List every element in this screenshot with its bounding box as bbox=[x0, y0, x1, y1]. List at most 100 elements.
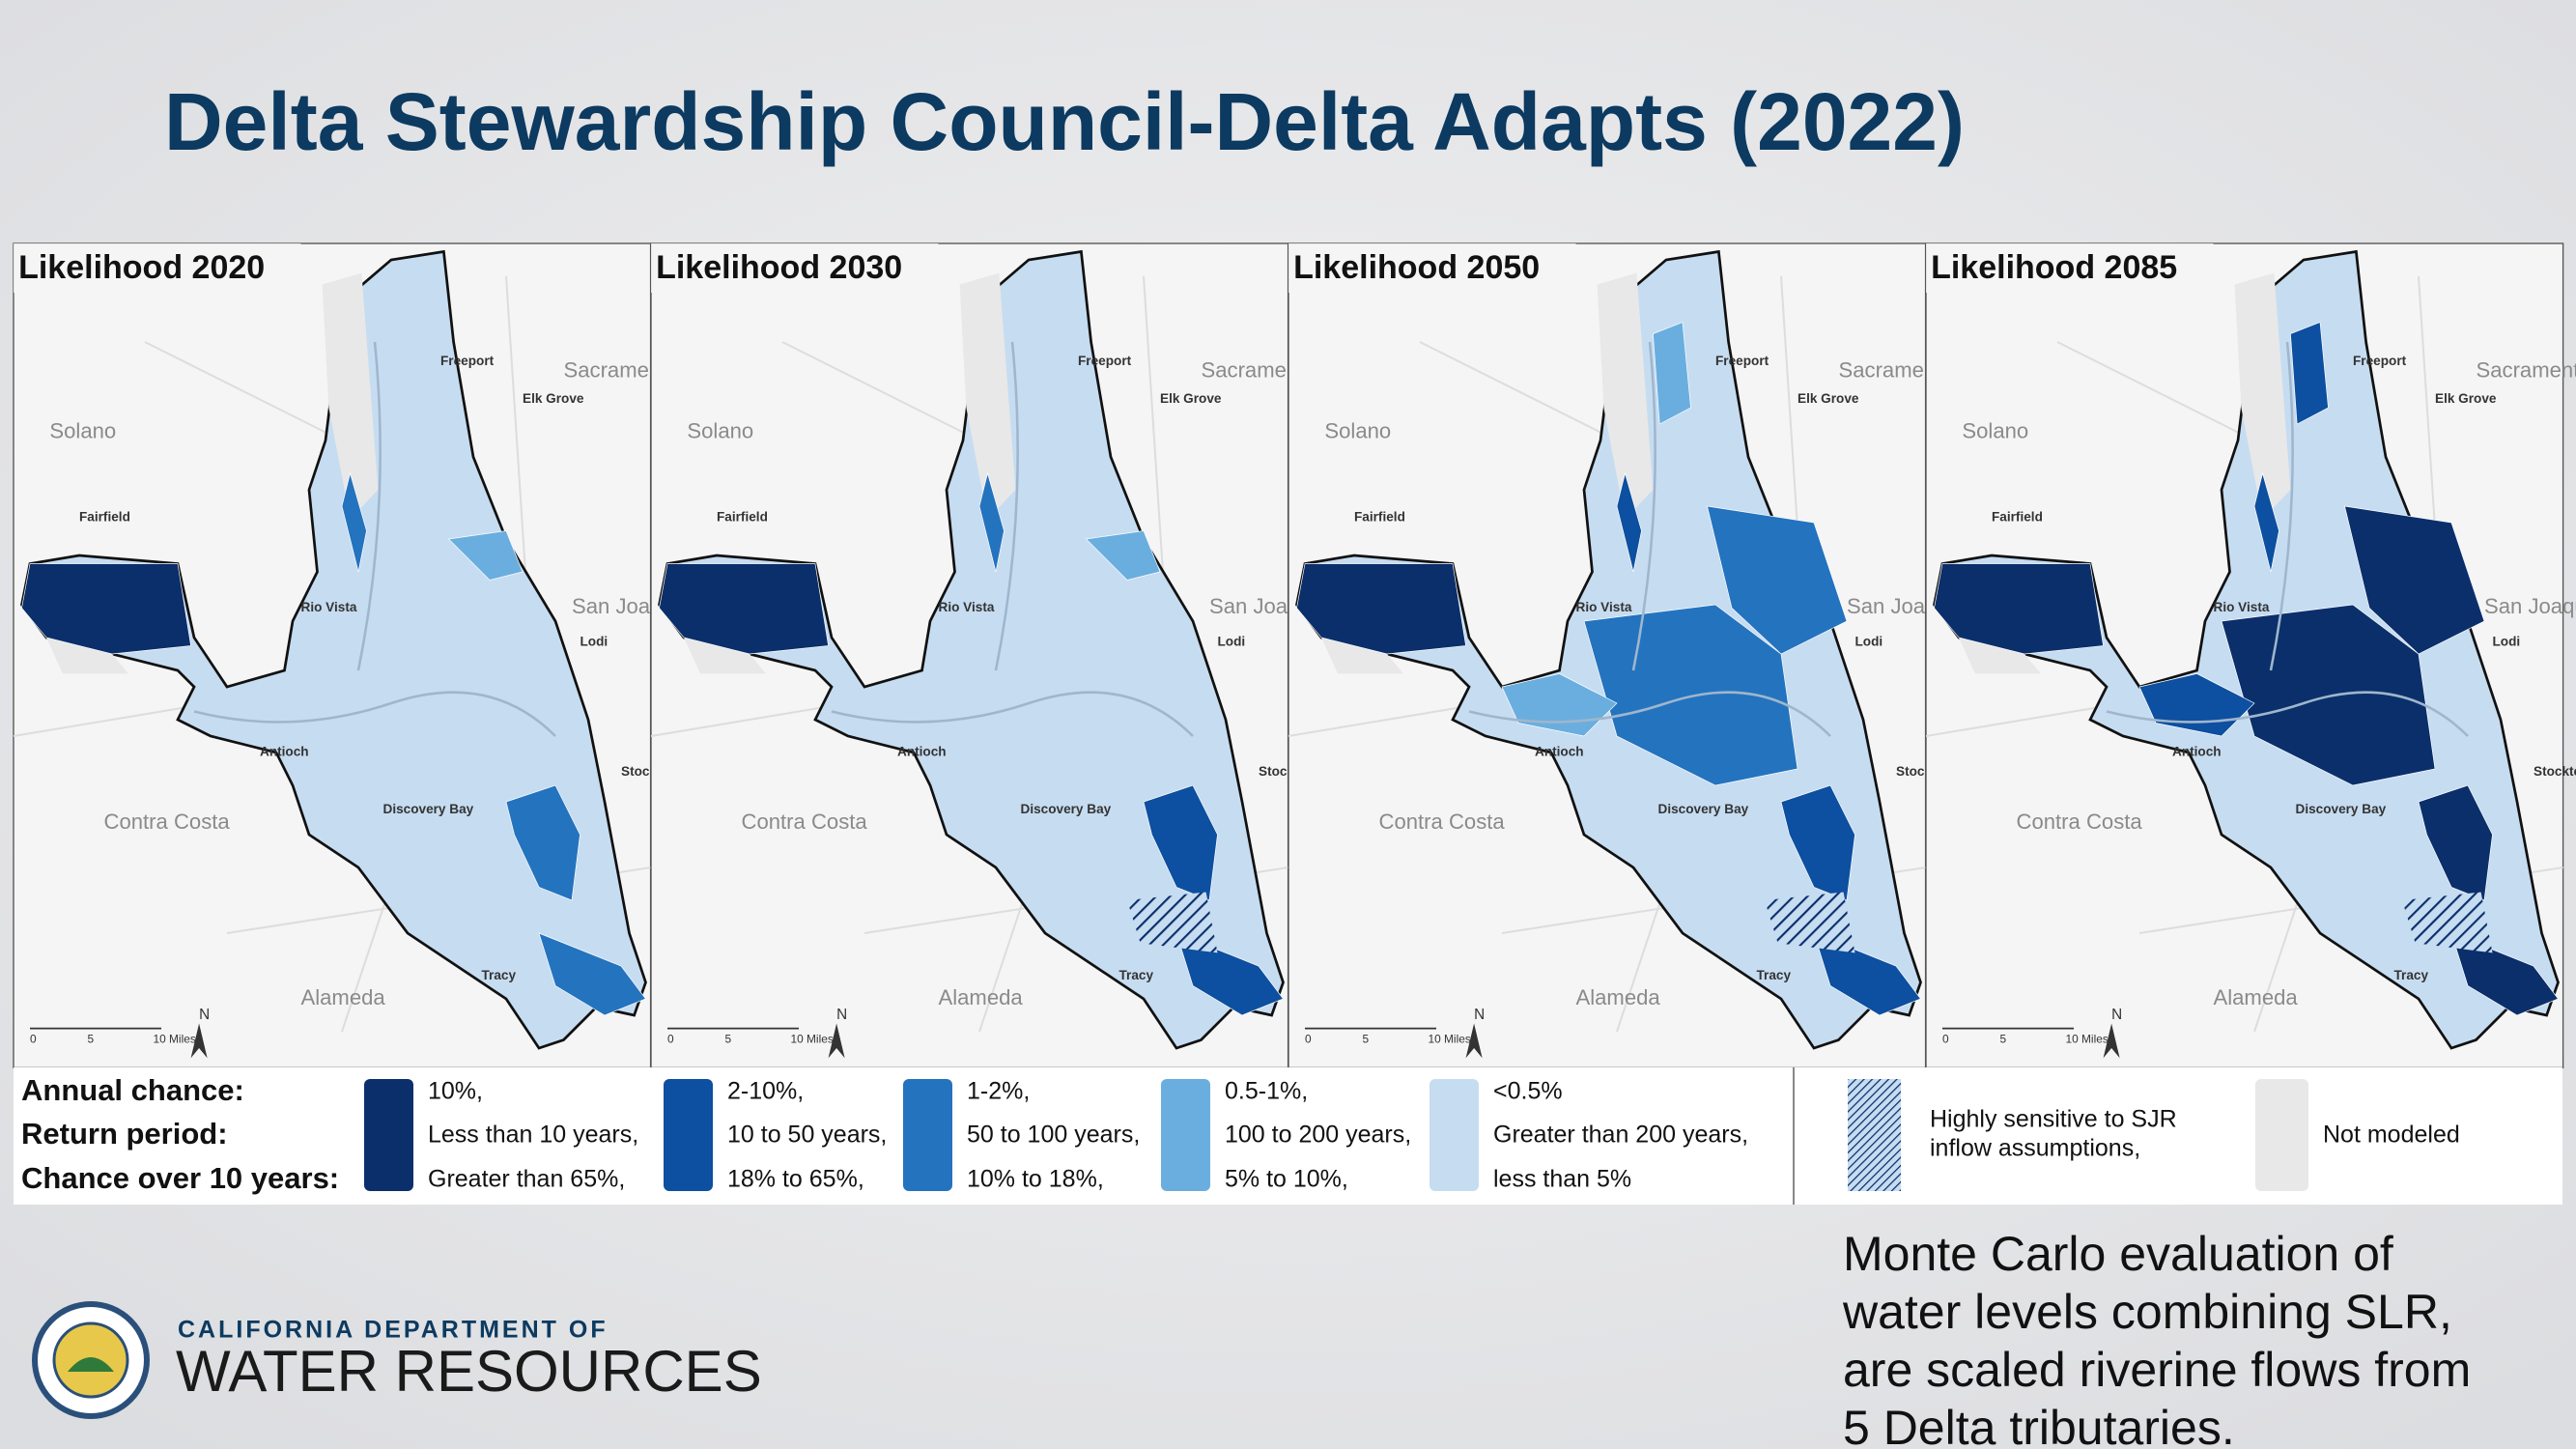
scale-label: 0 bbox=[1942, 1033, 1949, 1046]
legend-text: Less than 10 years, bbox=[428, 1122, 638, 1149]
not-modeled-area bbox=[684, 638, 766, 674]
scale-label: 10 Miles bbox=[791, 1033, 834, 1046]
place-label: Rio Vista bbox=[939, 600, 995, 614]
scale-label: 10 Miles bbox=[1429, 1033, 1471, 1046]
sensitive-area bbox=[2402, 892, 2493, 953]
place-label: Discovery Bay bbox=[1021, 802, 1112, 816]
place-label: Discovery Bay bbox=[2296, 802, 2387, 816]
place-label: Freeport bbox=[440, 354, 495, 368]
river bbox=[193, 341, 556, 737]
place-label: Sacramento bbox=[2477, 357, 2576, 382]
scale-label: 5 bbox=[1363, 1033, 1370, 1046]
panel-title: Likelihood 2030 bbox=[656, 249, 902, 286]
note-line: Monte Carlo evaluation of bbox=[1843, 1227, 2393, 1281]
place-label: Rio Vista bbox=[1576, 600, 1632, 614]
place-label: Lodi bbox=[2493, 635, 2521, 649]
place-label: Freeport bbox=[1078, 354, 1132, 368]
title-backing bbox=[1288, 243, 1576, 293]
place-label: Elk Grove bbox=[523, 391, 584, 406]
river bbox=[831, 341, 1194, 737]
place-label: Antioch bbox=[897, 745, 947, 759]
place-label: Stockton bbox=[2534, 764, 2576, 779]
north-arrow: N bbox=[836, 1007, 847, 1023]
maps: Sacramento Elk Grove Solano San Joaquin Cont… bbox=[13, 242, 2576, 1069]
not-modeled-area bbox=[322, 272, 379, 520]
place-label: Lodi bbox=[1218, 635, 1246, 649]
legend: Annual chance: Return period: Chance over … bbox=[21, 1073, 2460, 1195]
legend-text: 5% to 10%, bbox=[1225, 1166, 1348, 1193]
legend-text: Greater than 65%, bbox=[428, 1166, 625, 1193]
legend-text: 1-2%, bbox=[967, 1078, 1030, 1105]
not-modeled-area bbox=[2234, 272, 2291, 520]
legend-row-label: Annual chance: bbox=[21, 1073, 244, 1107]
north-arrow-shape bbox=[190, 1023, 208, 1059]
place-label: Antioch bbox=[1535, 745, 1584, 759]
place-label: Tracy bbox=[481, 968, 516, 982]
north-arrow-shape bbox=[2103, 1023, 2120, 1059]
legend-text: less than 5% bbox=[1493, 1166, 1631, 1193]
panel-title: Likelihood 2050 bbox=[1293, 249, 1540, 286]
likelihood-zone bbox=[1175, 932, 1285, 1016]
not-modeled-area bbox=[1321, 638, 1403, 674]
place-label: Fairfield bbox=[1354, 509, 1405, 524]
legend-swatch bbox=[364, 1079, 413, 1191]
place-label: Solano bbox=[49, 418, 116, 442]
likelihood-zone bbox=[1616, 471, 1642, 573]
note-line: water levels combining SLR, bbox=[1842, 1285, 2452, 1339]
title-backing bbox=[1926, 243, 2214, 293]
sensitive-area bbox=[1127, 892, 1218, 953]
likelihood-zone bbox=[1085, 530, 1161, 581]
place-label: Alameda bbox=[939, 985, 1024, 1009]
place-label: Lodi bbox=[580, 635, 608, 649]
legend-text: 18% to 65%, bbox=[727, 1166, 864, 1193]
not-modeled-area bbox=[1959, 638, 2041, 674]
note-line: 5 Delta tributaries. bbox=[1843, 1401, 2235, 1449]
title-backing bbox=[651, 243, 939, 293]
not-modeled-area bbox=[46, 638, 128, 674]
place-label: Antioch bbox=[260, 745, 309, 759]
place-label: Tracy bbox=[2394, 968, 2429, 982]
legend-row-label: Chance over 10 years: bbox=[21, 1161, 339, 1195]
place-label: Tracy bbox=[1757, 968, 1792, 982]
scale-label: 0 bbox=[667, 1033, 674, 1046]
logo-hill bbox=[68, 1357, 114, 1372]
legend-text: 50 to 100 years, bbox=[967, 1122, 1140, 1149]
place-label: Solano bbox=[687, 418, 753, 442]
legend-text: 2-10%, bbox=[727, 1078, 804, 1105]
legend-box bbox=[14, 1067, 2562, 1205]
likelihood-zone bbox=[1780, 784, 1855, 901]
legend-text: Not modeled bbox=[2323, 1122, 2460, 1149]
north-arrow-shape bbox=[828, 1023, 845, 1059]
title-backing bbox=[14, 243, 301, 293]
legend-swatch bbox=[903, 1079, 952, 1191]
place-label: Discovery Bay bbox=[1658, 802, 1749, 816]
likelihood-zone bbox=[1653, 322, 1691, 425]
scale-label: 10 Miles bbox=[153, 1033, 195, 1046]
legend-hatch-swatch bbox=[1848, 1079, 1901, 1191]
likelihood-zone bbox=[978, 471, 1005, 573]
place-label: Solano bbox=[1324, 418, 1391, 442]
scale-label: 10 Miles bbox=[2066, 1033, 2109, 1046]
likelihood-zone bbox=[538, 932, 647, 1016]
river bbox=[1468, 341, 1831, 737]
likelihood-zone bbox=[2344, 505, 2485, 655]
place-label: Discovery Bay bbox=[383, 802, 474, 816]
likelihood-zone bbox=[2418, 784, 2493, 901]
legend-text: Greater than 200 years, bbox=[1493, 1122, 1748, 1149]
legend-text: 10% to 18%, bbox=[967, 1166, 1104, 1193]
place-label: Fairfield bbox=[79, 509, 130, 524]
place-label: Elk Grove bbox=[1798, 391, 1859, 406]
legend-text: 0.5-1%, bbox=[1225, 1078, 1308, 1105]
place-label: Fairfield bbox=[1992, 509, 2043, 524]
north-arrow: N bbox=[2111, 1007, 2122, 1023]
likelihood-zone bbox=[341, 471, 367, 573]
sensitive-area bbox=[1765, 892, 1855, 953]
place-label: Alameda bbox=[1576, 985, 1661, 1009]
likelihood-zone bbox=[659, 563, 829, 655]
place-label: Solano bbox=[1962, 418, 2028, 442]
